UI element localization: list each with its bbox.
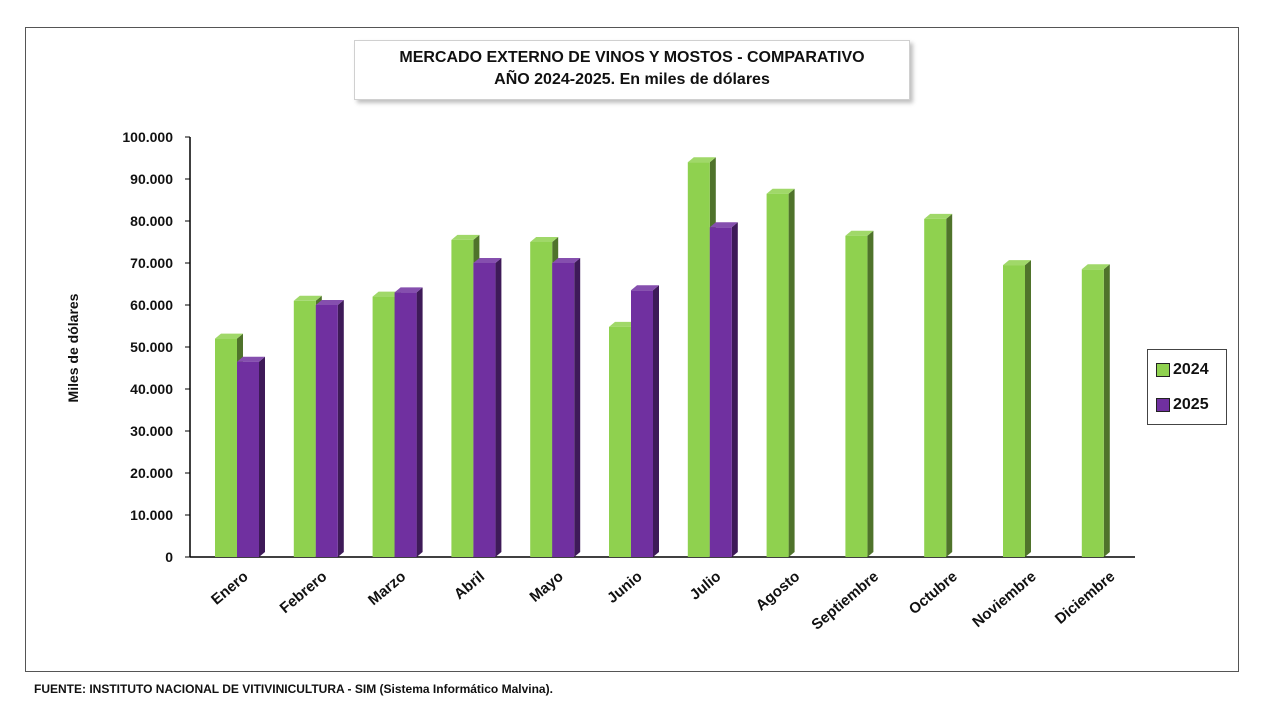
chart-title-box: MERCADO EXTERNO DE VINOS Y MOSTOS - COMP… bbox=[354, 40, 910, 100]
bar-2024-agosto bbox=[766, 188, 795, 557]
x-tick-label: Octubre bbox=[906, 568, 961, 618]
legend-label-2024: 2024 bbox=[1173, 361, 1209, 378]
legend-label-2025: 2025 bbox=[1173, 396, 1209, 413]
legend-item-2025: 2025 bbox=[1156, 395, 1209, 415]
x-tick-label: Septiembre bbox=[808, 568, 882, 634]
bar-2024-septiembre bbox=[845, 230, 874, 557]
y-tick-label: 10.000 bbox=[130, 507, 173, 523]
bar-2024-diciembre bbox=[1081, 264, 1110, 557]
y-tick-label: 40.000 bbox=[130, 381, 173, 397]
x-tick-label: Abril bbox=[451, 568, 488, 603]
x-tick-label: Mayo bbox=[526, 568, 566, 606]
y-tick-label: 60.000 bbox=[130, 297, 173, 313]
bar-2025-mayo bbox=[552, 258, 581, 557]
x-tick-label: Enero bbox=[208, 568, 251, 608]
x-tick-label: Junio bbox=[604, 568, 646, 607]
bar-2024-noviembre bbox=[1003, 260, 1031, 557]
x-tick-label: Noviembre bbox=[969, 568, 1039, 631]
y-tick-label: 0 bbox=[165, 549, 173, 565]
y-tick-label: 20.000 bbox=[130, 465, 173, 481]
source-note: FUENTE: INSTITUTO NACIONAL DE VITIVINICU… bbox=[34, 682, 553, 696]
x-tick-label: Julio bbox=[687, 568, 725, 604]
bar-2025-marzo bbox=[394, 287, 423, 557]
y-tick-label: 90.000 bbox=[130, 171, 173, 187]
x-tick-label: Diciembre bbox=[1052, 568, 1119, 628]
legend-swatch-2024 bbox=[1156, 363, 1170, 377]
chart-title-line1: MERCADO EXTERNO DE VINOS Y MOSTOS - COMP… bbox=[399, 49, 865, 66]
y-axis-label: Miles de dólares bbox=[65, 293, 81, 402]
y-tick-label: 100.000 bbox=[122, 129, 173, 145]
x-tick-label: Marzo bbox=[365, 568, 409, 609]
y-tick-label: 80.000 bbox=[130, 213, 173, 229]
bar-2025-enero bbox=[237, 356, 265, 557]
bar-2025-julio bbox=[709, 222, 738, 558]
y-tick-label: 30.000 bbox=[130, 423, 173, 439]
legend-swatch-2025 bbox=[1156, 398, 1170, 412]
bar-2025-abril bbox=[473, 258, 502, 557]
legend-item-2024: 2024 bbox=[1156, 360, 1209, 380]
x-tick-label: Febrero bbox=[277, 568, 331, 617]
x-tick-label: Agosto bbox=[753, 568, 804, 614]
y-tick-label: 50.000 bbox=[130, 339, 173, 355]
bar-2025-junio bbox=[631, 285, 659, 557]
bar-2024-octubre bbox=[924, 213, 953, 557]
chart-title-line2: AÑO 2024-2025. En miles de dólares bbox=[494, 71, 770, 88]
chart-legend: 2024 2025 bbox=[1147, 349, 1227, 425]
y-tick-label: 70.000 bbox=[130, 255, 173, 271]
bar-2025-febrero bbox=[315, 300, 344, 557]
